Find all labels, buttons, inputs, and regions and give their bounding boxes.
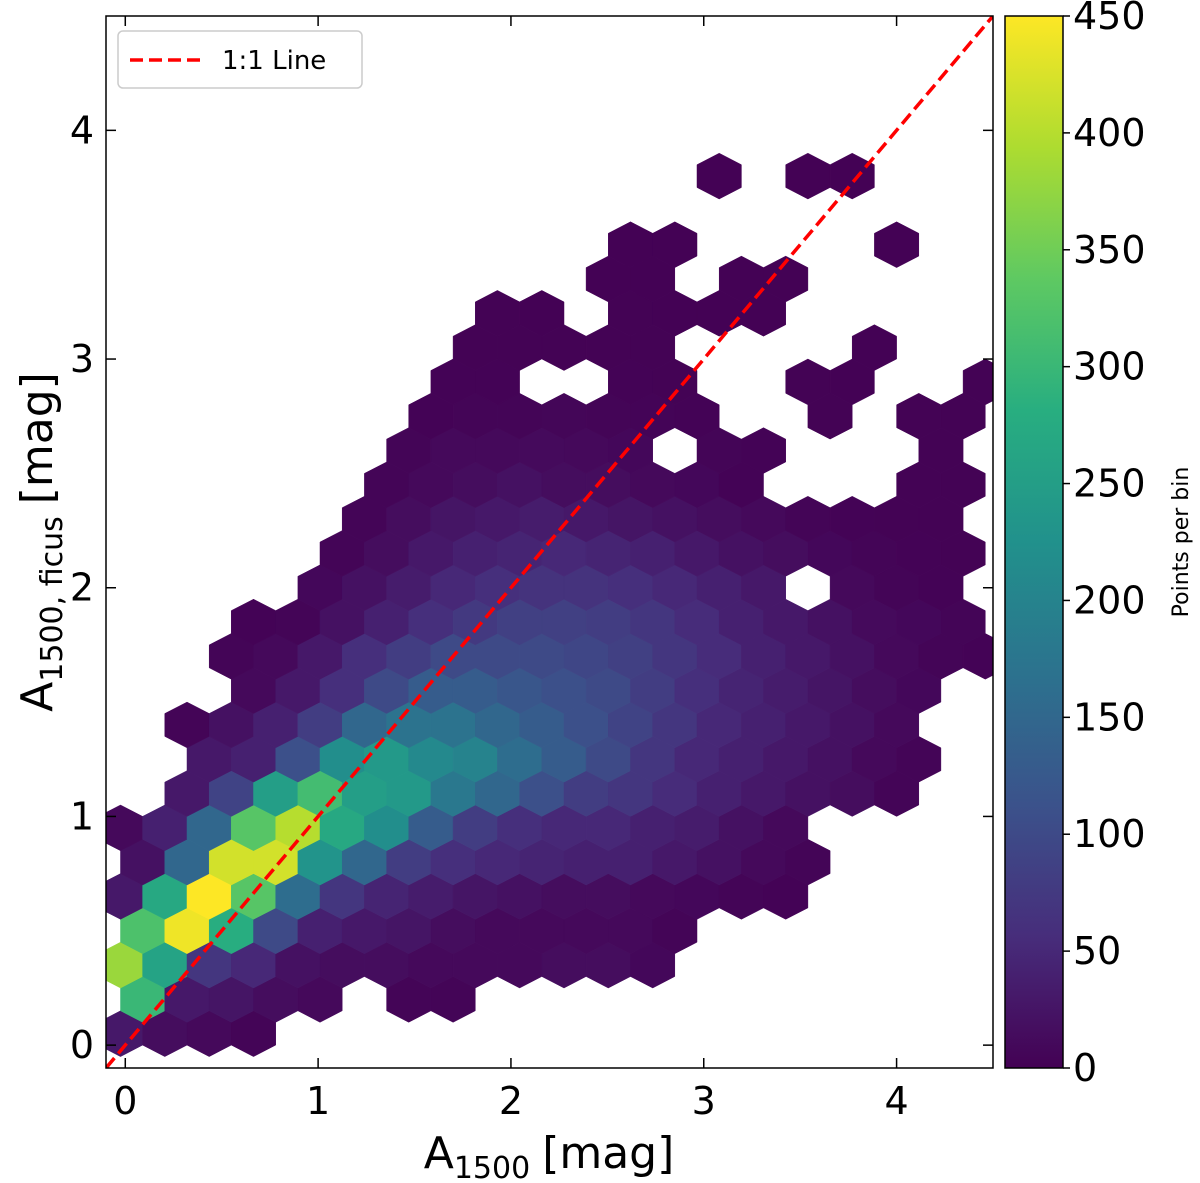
- x-tick-label: 1: [306, 1079, 330, 1123]
- colorbar-tick-label: 100: [1073, 812, 1146, 856]
- colorbar-tick-label: 300: [1073, 345, 1146, 389]
- hex-bin: [874, 221, 920, 268]
- colorbar-tick-label: 350: [1073, 228, 1146, 272]
- x-label-unit: [mag]: [542, 1128, 674, 1179]
- x-tick-label: 2: [499, 1079, 523, 1123]
- y-tick-label: 3: [70, 337, 94, 381]
- hex-bin: [962, 358, 993, 406]
- colorbar-tick-label: 200: [1073, 578, 1146, 622]
- hex-bin: [741, 427, 786, 474]
- hexbin: [106, 152, 993, 1057]
- colorbar-label: Points per bin: [1169, 467, 1194, 618]
- hex-bin: [829, 152, 875, 200]
- x-label-sub: 1500: [454, 1151, 530, 1183]
- y-tick-label: 2: [70, 566, 94, 610]
- colorbar-tick-label: 400: [1073, 111, 1146, 155]
- legend-box: [117, 30, 363, 89]
- hex-bin: [763, 255, 809, 303]
- colorbar-tick-label: 450: [1073, 0, 1146, 38]
- colorbar: [1004, 15, 1064, 1069]
- x-tick-label: 0: [113, 1079, 137, 1123]
- x-tick-label: 4: [884, 1079, 908, 1123]
- hex-bin: [519, 290, 565, 337]
- y-axis-label: A1500, ficus [mag]: [12, 372, 70, 712]
- lines: [106, 16, 993, 1068]
- y-tick-label: 4: [70, 108, 94, 152]
- colorbar-tick-label: 0: [1073, 1046, 1097, 1090]
- hex-bin: [652, 221, 698, 268]
- hex-bin: [785, 152, 831, 200]
- y-label-sub: 1500, ficus: [35, 516, 70, 681]
- legend-label: 1:1 Line: [222, 46, 326, 76]
- plot-frame: [105, 15, 994, 1069]
- x-label-text: A: [424, 1128, 454, 1179]
- y-tick-label: 0: [70, 1023, 94, 1067]
- hex-bin: [696, 152, 742, 200]
- hex-bin: [851, 324, 897, 371]
- y-label-unit: [mag]: [12, 372, 63, 504]
- y-label-text: A: [12, 682, 63, 712]
- colorbar-tick-label: 150: [1073, 695, 1146, 739]
- x-tick-label: 3: [692, 1079, 716, 1123]
- x-axis-label: A1500 [mag]: [424, 1128, 675, 1183]
- colorbar-tick-label: 50: [1073, 929, 1121, 973]
- colorbar-tick-label: 250: [1073, 462, 1146, 506]
- line-series: [106, 16, 993, 1068]
- y-tick-label: 1: [70, 794, 94, 838]
